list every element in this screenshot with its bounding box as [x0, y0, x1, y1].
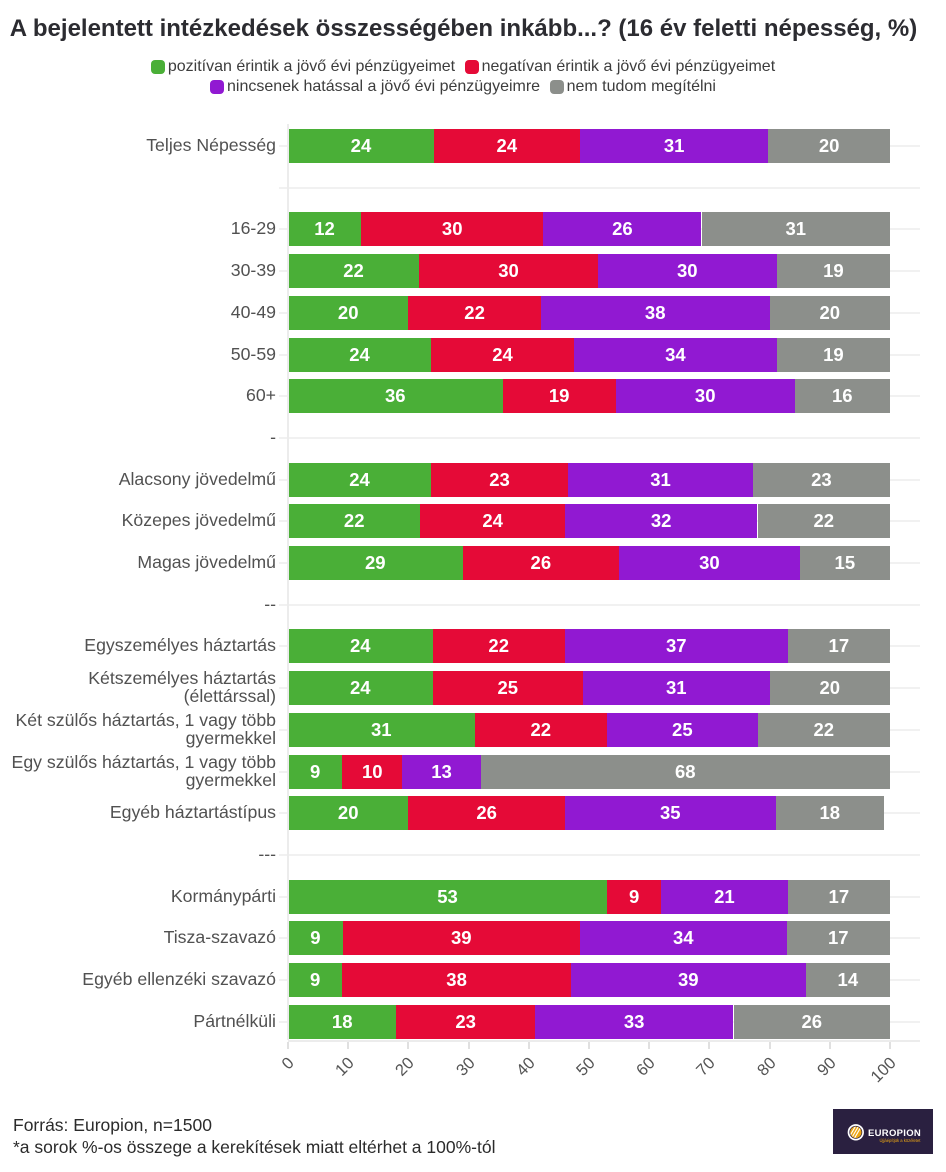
svg-text:Újjáépítjük a közéletet: Újjáépítjük a közéletet: [880, 1138, 922, 1143]
svg-text:EUROPION: EUROPION: [868, 1128, 921, 1139]
